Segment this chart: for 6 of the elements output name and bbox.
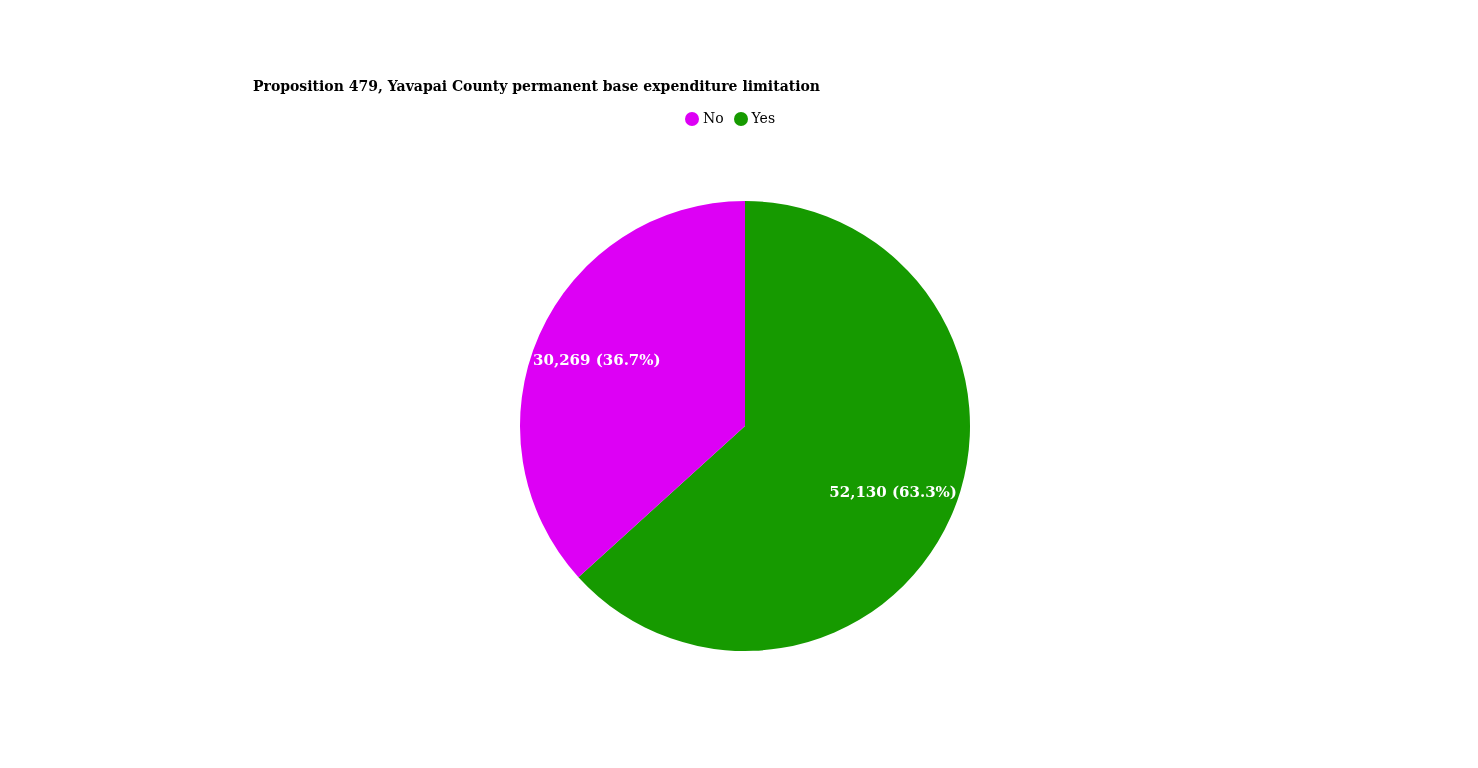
data-label: 52,130 (63.3%): [829, 482, 957, 501]
chart-title: Proposition 479, Yavapai County permanent base expenditure limitation: [253, 78, 820, 94]
data-label: 30,269 (36.7%): [533, 351, 661, 370]
legend-label: No: [702, 110, 724, 126]
legend-label: Yes: [751, 110, 776, 126]
pie-slice: [520, 201, 745, 578]
